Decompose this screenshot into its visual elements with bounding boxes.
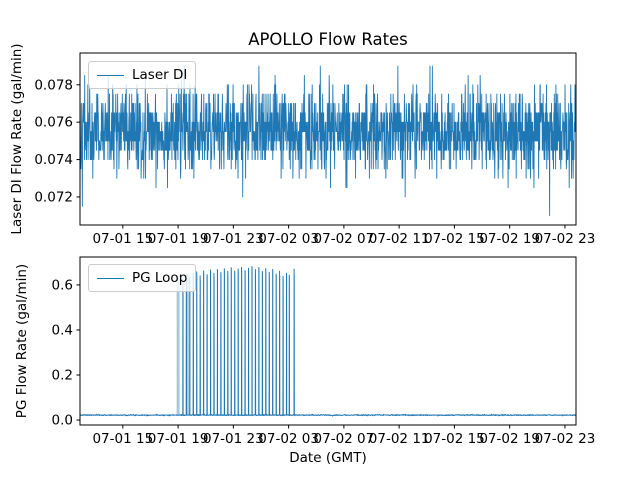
legend-pg-loop: PG Loop	[88, 264, 196, 292]
y-tick-label: 0.4	[52, 322, 73, 338]
x-tick-label: 07-02 15	[424, 231, 485, 247]
bottom-y-axis-label: PG Flow Rate (gal/min)	[14, 263, 30, 419]
x-tick-label: 07-02 15	[424, 431, 485, 447]
x-axis-label: Date (GMT)	[289, 450, 367, 466]
x-tick-label: 07-02 19	[479, 431, 540, 447]
axes-frame	[79, 52, 577, 226]
y-tick-label: 0.2	[52, 368, 73, 384]
x-tick-label: 07-02 19	[479, 231, 540, 247]
x-tick-label: 07-02 11	[369, 231, 430, 247]
series-group	[80, 265, 576, 417]
x-tick-label: 07-02 07	[314, 431, 375, 447]
y-tick-label: 0.0	[52, 413, 73, 429]
legend-line-sample-icon	[97, 277, 124, 279]
y-tick-label: 0.074	[34, 152, 73, 168]
x-tick-label: 07-01 19	[148, 231, 209, 247]
x-tick-label: 07-02 23	[535, 231, 596, 247]
top-y-axis-label: Laser DI Flow Rate (gal/min)	[9, 43, 25, 235]
y-tick-label: 0.076	[34, 115, 73, 131]
x-tick-label: 07-02 23	[535, 431, 596, 447]
axes-frame	[79, 256, 577, 426]
series-line	[80, 65, 576, 217]
x-tick-label: 07-02 11	[369, 431, 430, 447]
y-tick-label: 0.072	[34, 189, 73, 205]
series-line	[80, 265, 576, 417]
x-tick-label: 07-02 03	[258, 231, 319, 247]
x-tick-label: 07-01 23	[203, 431, 264, 447]
legend-label-laser-di: Laser DI	[132, 67, 188, 83]
x-tick-label: 07-01 19	[148, 431, 209, 447]
series-group	[80, 65, 576, 217]
y-tick-label: 0.078	[34, 77, 73, 93]
x-tick-label: 07-02 07	[314, 231, 375, 247]
x-tick-label: 07-01 15	[92, 431, 153, 447]
x-tick-label: 07-01 15	[92, 231, 153, 247]
legend-label-pg-loop: PG Loop	[132, 270, 188, 286]
x-tick-label: 07-02 03	[258, 431, 319, 447]
y-tick-label: 0.6	[52, 277, 73, 293]
chart-title: APOLLO Flow Rates	[248, 30, 408, 49]
legend-line-sample-icon	[97, 74, 124, 76]
x-tick-label: 07-01 23	[203, 231, 264, 247]
legend-laser-di: Laser DI	[88, 61, 196, 89]
